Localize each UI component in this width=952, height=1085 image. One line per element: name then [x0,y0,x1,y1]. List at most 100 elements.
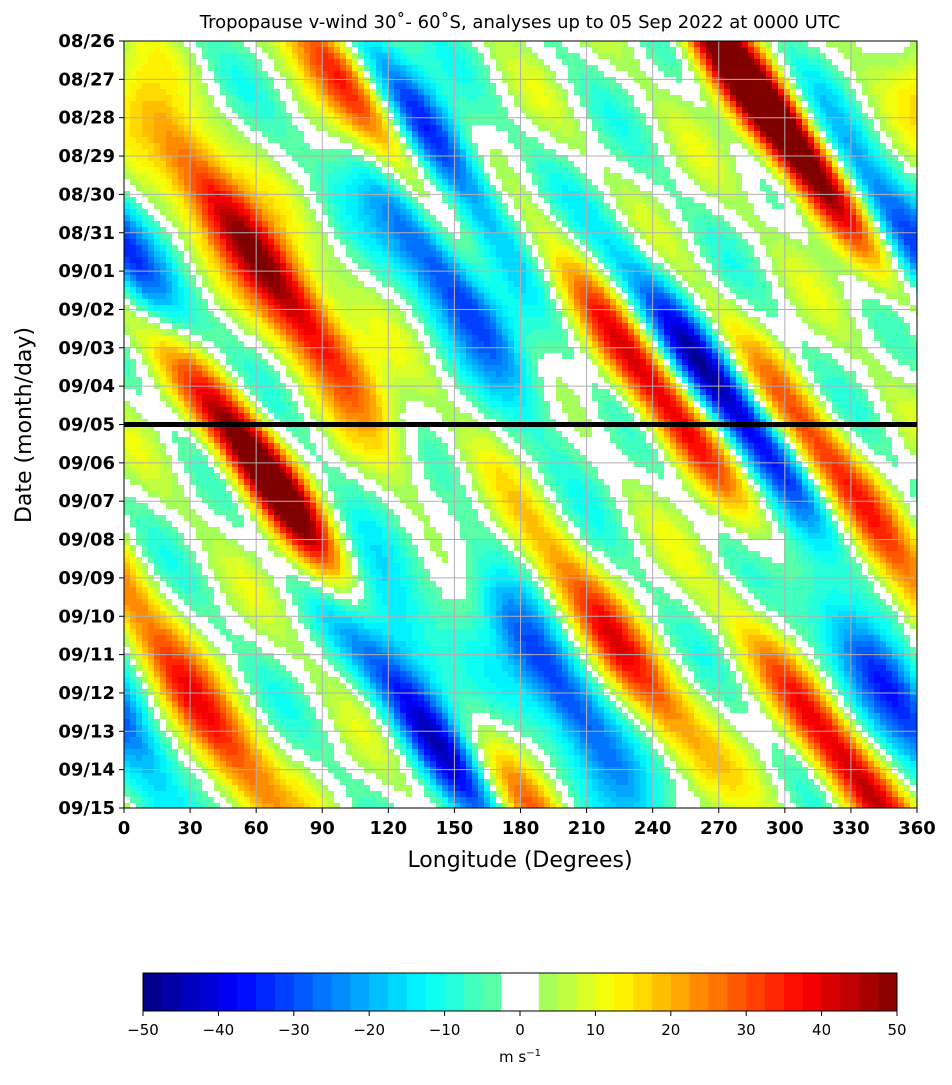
field-cell [310,263,317,270]
field-cell [526,143,533,150]
field-cell [556,209,563,216]
field-cell [802,185,809,192]
field-cell [514,203,521,210]
field-cell [394,179,401,186]
field-cell [352,203,359,210]
field-cell [322,53,329,60]
field-cell [376,113,383,120]
field-cell [226,161,233,168]
field-cell [730,257,737,264]
field-cell [646,137,653,144]
field-cell [646,173,653,180]
field-cell [412,155,419,162]
field-cell [742,233,749,240]
field-cell [622,83,629,90]
field-cell [514,41,521,48]
field-cell [172,95,179,102]
field-cell [376,257,383,264]
field-cell [136,149,143,156]
field-cell [430,131,437,138]
field-cell [700,95,707,102]
field-cell [430,125,437,132]
field-cell [796,209,803,216]
field-cell [544,47,551,54]
field-cell [418,101,425,108]
field-cell [364,89,371,96]
field-cell [808,185,815,192]
field-cell [766,209,773,216]
field-cell [538,89,545,96]
field-cell [406,215,413,222]
field-cell [418,173,425,180]
field-cell [598,257,605,264]
field-cell [154,209,161,216]
field-cell [448,167,455,174]
field-cell [670,245,677,252]
field-cell [316,155,323,162]
field-cell [730,125,737,132]
field-cell [358,101,365,108]
field-cell [382,113,389,120]
field-cell [526,89,533,96]
field-cell [286,143,293,150]
field-cell [256,257,263,264]
field-cell [724,161,731,168]
field-cell [424,113,431,120]
field-cell [346,149,353,156]
field-cell [286,227,293,234]
field-cell [232,179,239,186]
field-cell [562,155,569,162]
field-cell [778,227,785,234]
field-cell [634,143,641,150]
field-cell [820,83,827,90]
field-cell [292,203,299,210]
field-cell [748,155,755,162]
field-cell [550,197,557,204]
field-cell [256,233,263,240]
field-cell [826,209,833,216]
field-cell [820,161,827,168]
field-cell [886,113,893,120]
field-cell [316,107,323,114]
field-cell [610,119,617,126]
field-cell [868,245,875,252]
field-cell [148,119,155,126]
field-cell [658,227,665,234]
field-cell [166,113,173,120]
field-cell [484,77,491,84]
field-cell [562,101,569,108]
field-cell [862,149,869,156]
field-cell [742,227,749,234]
field-cell [418,131,425,138]
field-cell [232,125,239,132]
field-cell [682,71,689,78]
field-cell [334,137,341,144]
field-cell [226,125,233,132]
field-cell [802,251,809,258]
field-cell [844,173,851,180]
field-cell [724,137,731,144]
field-cell [694,215,701,222]
field-cell [880,59,887,66]
field-cell [586,197,593,204]
field-cell [502,233,509,240]
field-cell [562,107,569,114]
field-cell [712,137,719,144]
field-cell [646,209,653,216]
field-cell [370,179,377,186]
field-cell [880,185,887,192]
field-cell [220,173,227,180]
field-cell [298,215,305,222]
field-cell [178,257,185,264]
field-cell [712,143,719,150]
field-cell [688,47,695,54]
field-cell [754,221,761,228]
field-cell [826,125,833,132]
field-cell [748,101,755,108]
field-cell [220,89,227,96]
field-cell [580,137,587,144]
field-cell [892,119,899,126]
field-cell [868,221,875,228]
field-cell [274,95,281,102]
field-cell [658,173,665,180]
